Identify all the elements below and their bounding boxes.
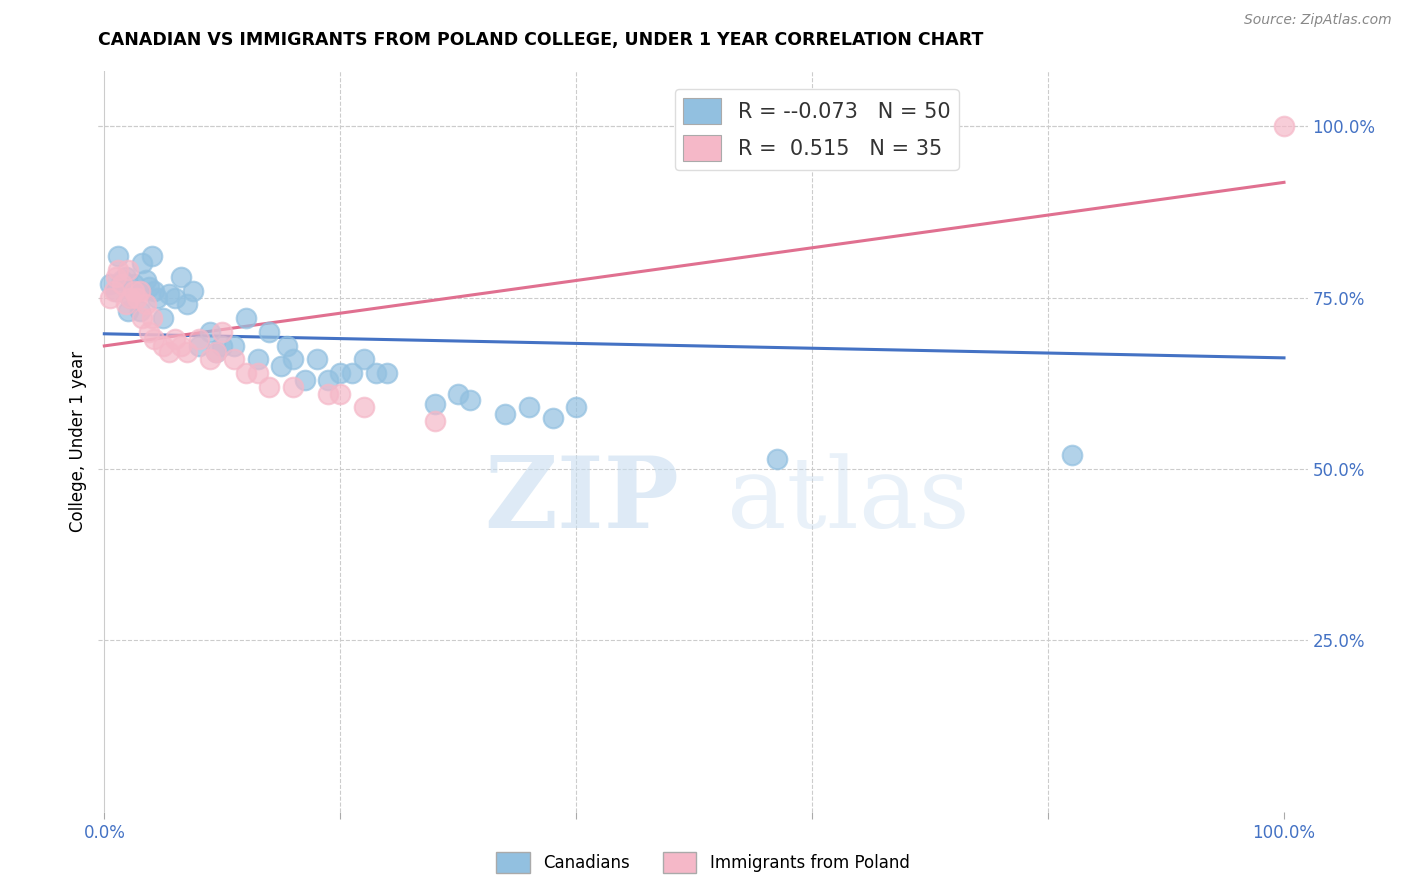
Point	[170, 270, 193, 285]
Point	[211, 325, 233, 339]
Point	[181, 284, 204, 298]
Point	[141, 250, 163, 264]
Point	[165, 291, 187, 305]
Legend: R = --0.073   N = 50, R =  0.515   N = 35: R = --0.073 N = 50, R = 0.515 N = 35	[675, 89, 959, 169]
Point	[765, 451, 787, 466]
Y-axis label: College, Under 1 year: College, Under 1 year	[69, 351, 87, 533]
Point	[127, 284, 149, 298]
Point	[165, 332, 187, 346]
Point	[120, 291, 142, 305]
Text: Source: ZipAtlas.com: Source: ZipAtlas.com	[1244, 13, 1392, 28]
Legend: Canadians, Immigrants from Poland: Canadians, Immigrants from Poland	[489, 846, 917, 880]
Point	[128, 284, 150, 298]
Point	[105, 270, 128, 285]
Point	[141, 311, 163, 326]
Point	[423, 414, 446, 428]
Point	[458, 393, 481, 408]
Point	[127, 291, 149, 305]
Point	[294, 373, 316, 387]
Point	[494, 407, 516, 421]
Point	[114, 270, 136, 285]
Point	[176, 297, 198, 311]
Point	[111, 277, 134, 291]
Point	[107, 263, 129, 277]
Point	[329, 386, 352, 401]
Point	[152, 338, 174, 352]
Point	[122, 284, 145, 298]
Point	[146, 291, 169, 305]
Point	[423, 397, 446, 411]
Point	[318, 373, 340, 387]
Point	[135, 273, 157, 287]
Text: atlas: atlas	[727, 453, 970, 549]
Point	[107, 250, 129, 264]
Point	[377, 366, 399, 380]
Point	[187, 332, 209, 346]
Point	[98, 277, 121, 291]
Point	[1060, 448, 1083, 462]
Point	[105, 284, 128, 298]
Point	[353, 352, 375, 367]
Point	[138, 325, 160, 339]
Point	[329, 366, 352, 380]
Point	[98, 291, 121, 305]
Point	[114, 297, 136, 311]
Point	[117, 263, 139, 277]
Point	[135, 297, 157, 311]
Point	[205, 345, 228, 359]
Point	[138, 280, 160, 294]
Text: ZIP: ZIP	[484, 452, 679, 549]
Point	[270, 359, 292, 373]
Text: CANADIAN VS IMMIGRANTS FROM POLAND COLLEGE, UNDER 1 YEAR CORRELATION CHART: CANADIAN VS IMMIGRANTS FROM POLAND COLLE…	[98, 31, 984, 49]
Point	[222, 352, 245, 367]
Point	[246, 366, 269, 380]
Point	[541, 410, 564, 425]
Point	[152, 311, 174, 326]
Point	[176, 345, 198, 359]
Point	[259, 325, 281, 339]
Point	[120, 291, 142, 305]
Point	[565, 401, 588, 415]
Point	[353, 401, 375, 415]
Point	[122, 277, 145, 291]
Point	[128, 304, 150, 318]
Point	[447, 386, 470, 401]
Point	[235, 311, 257, 326]
Point	[142, 284, 165, 298]
Point	[170, 338, 193, 352]
Point	[142, 332, 165, 346]
Point	[157, 345, 180, 359]
Point	[276, 338, 298, 352]
Point	[1272, 119, 1295, 133]
Point	[517, 401, 540, 415]
Point	[281, 380, 304, 394]
Point	[200, 352, 222, 367]
Point	[211, 338, 233, 352]
Point	[131, 311, 153, 326]
Point	[246, 352, 269, 367]
Point	[157, 287, 180, 301]
Point	[340, 366, 363, 380]
Point	[205, 345, 228, 359]
Point	[235, 366, 257, 380]
Point	[200, 325, 222, 339]
Point	[111, 273, 134, 287]
Point	[103, 284, 125, 298]
Point	[187, 338, 209, 352]
Point	[131, 256, 153, 270]
Point	[364, 366, 387, 380]
Point	[318, 386, 340, 401]
Point	[222, 338, 245, 352]
Point	[305, 352, 328, 367]
Point	[281, 352, 304, 367]
Point	[117, 304, 139, 318]
Point	[259, 380, 281, 394]
